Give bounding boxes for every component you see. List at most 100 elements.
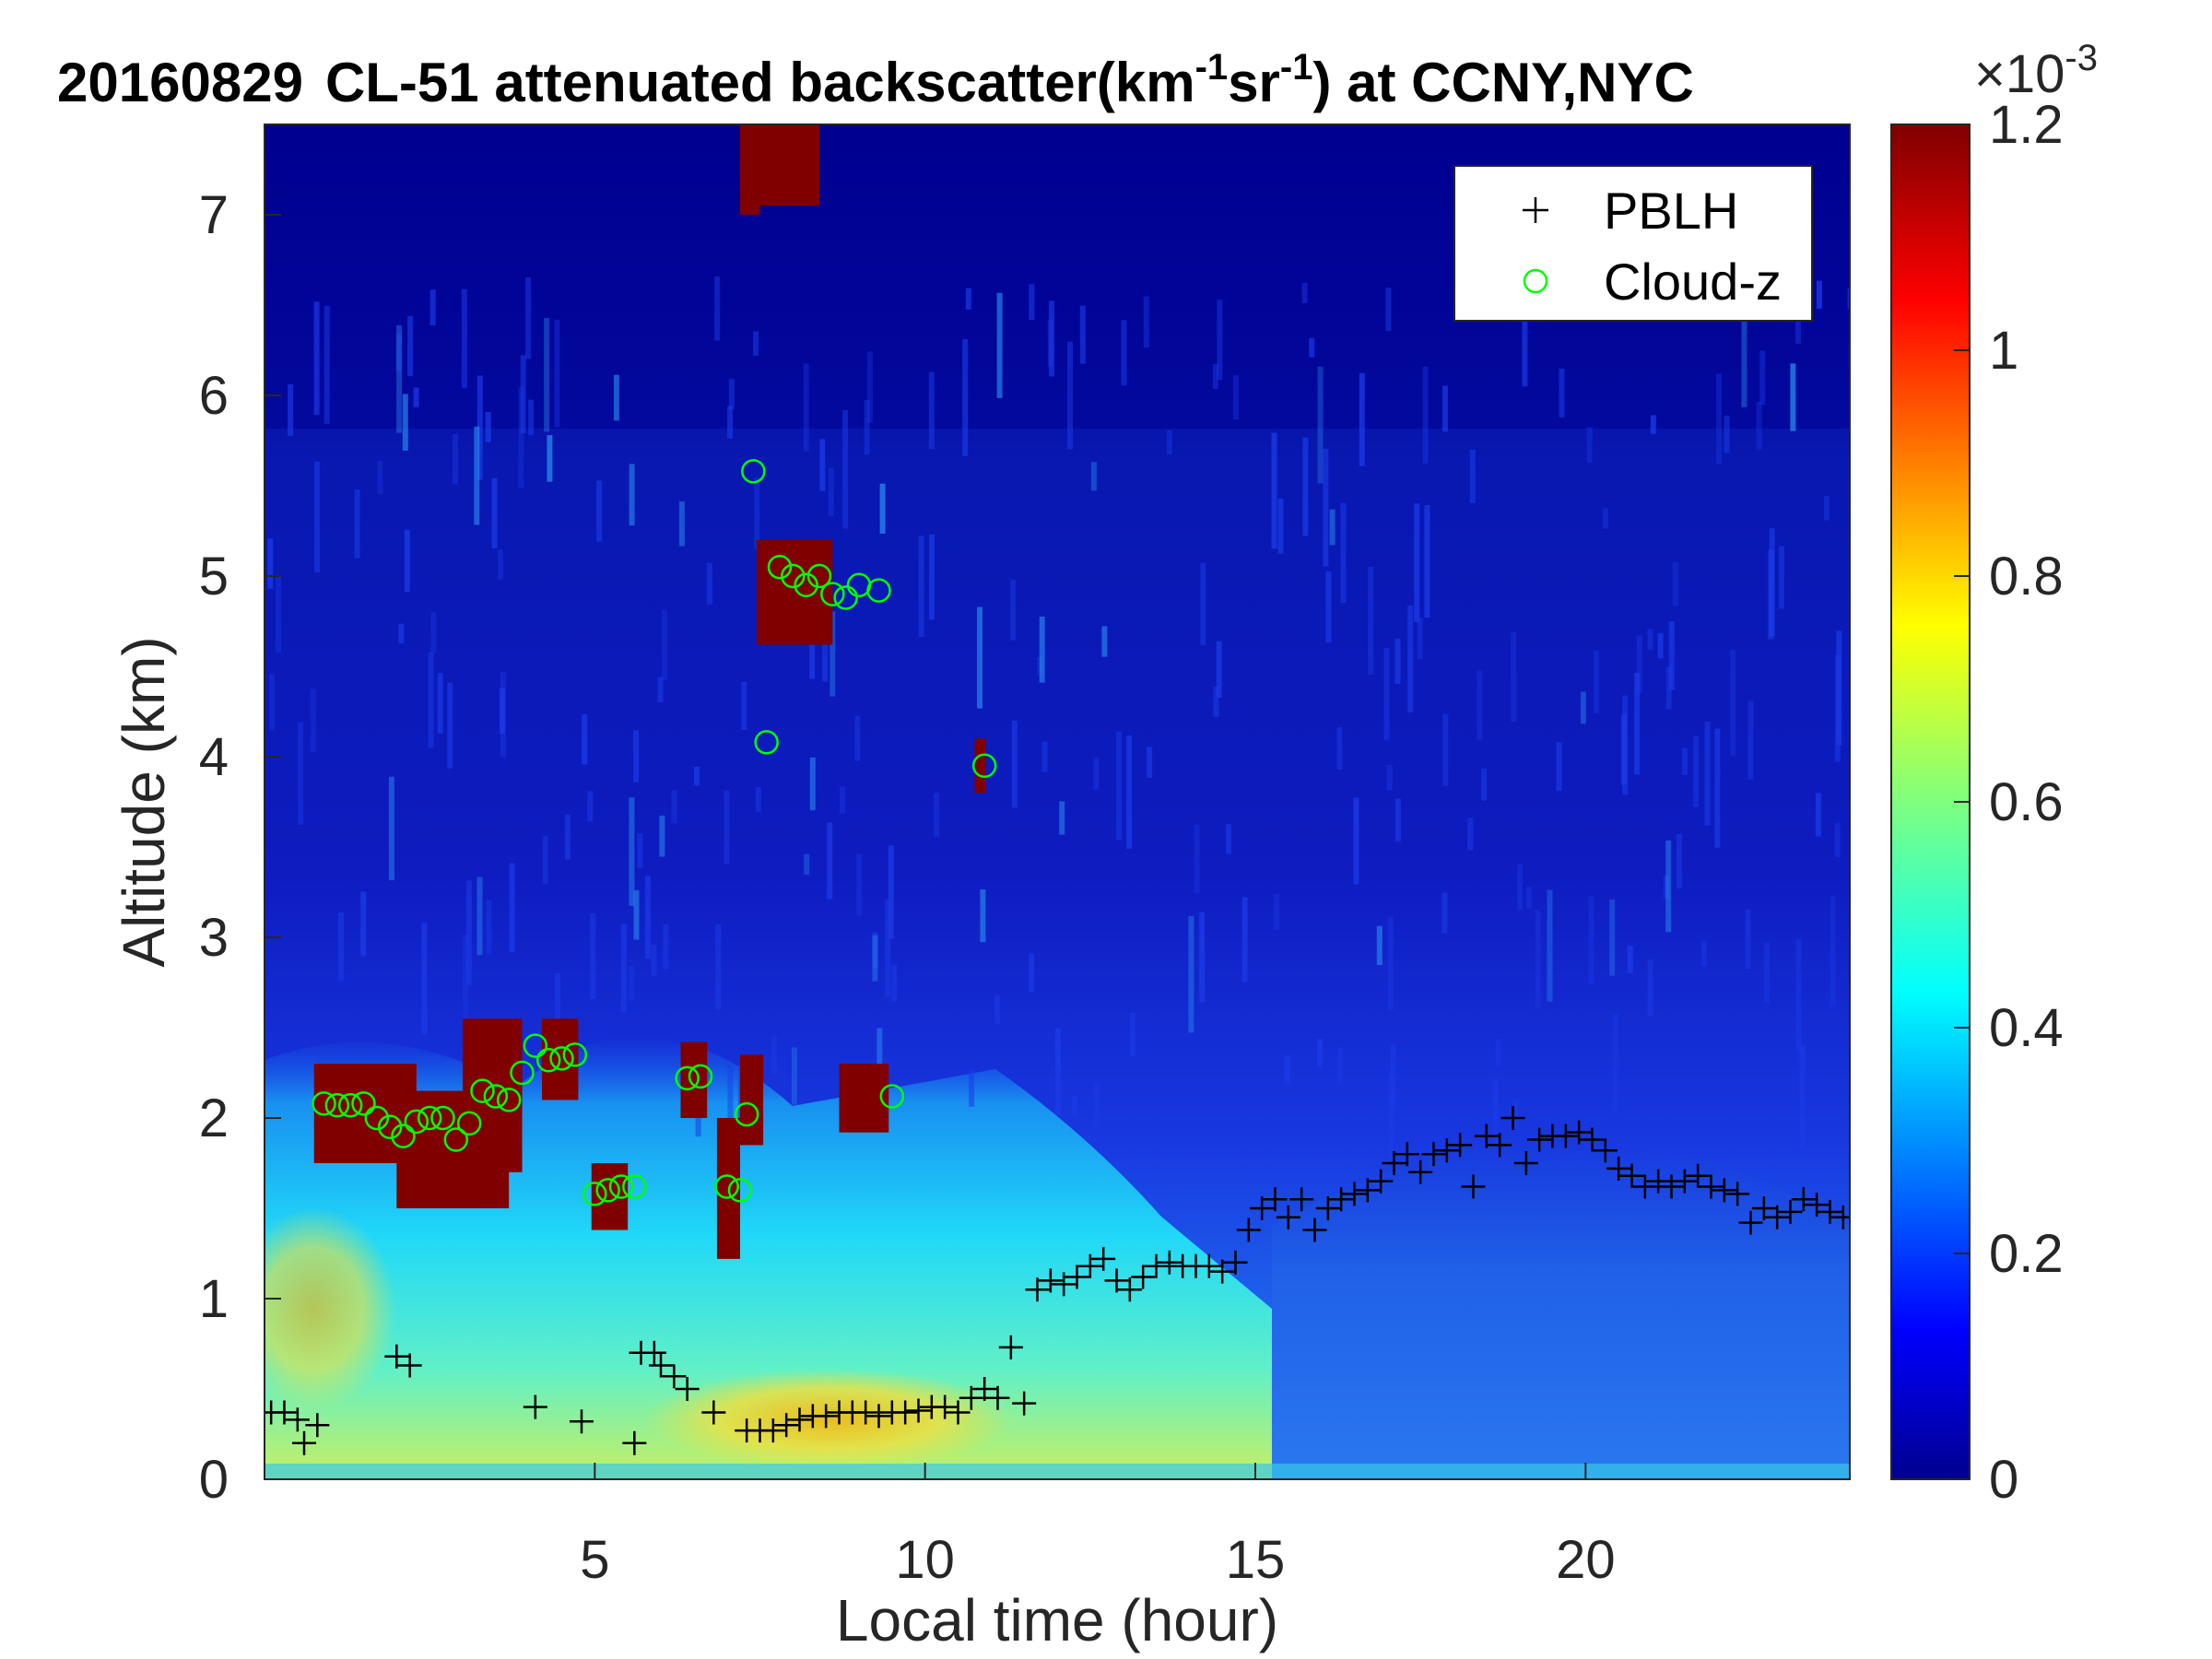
- noise-streak: [754, 477, 760, 549]
- noise-streak: [498, 549, 503, 580]
- noise-streak: [1213, 687, 1219, 717]
- noise-streak: [520, 355, 526, 434]
- plot-frame: [264, 124, 1851, 1480]
- pblh-point: [1302, 1218, 1327, 1242]
- colorbar-ticks: 0 0.2 0.4 0.6 0.8 1 1.2: [1954, 95, 2064, 1510]
- noise-streak: [996, 292, 1003, 398]
- noise-streak: [809, 757, 816, 811]
- noise-streak: [1830, 895, 1836, 1007]
- noise-streak: [753, 331, 759, 356]
- cloud-z-point: [767, 554, 793, 580]
- noise-streak: [637, 833, 643, 869]
- noise-streak: [651, 944, 657, 977]
- cloud-z-point: [754, 730, 779, 755]
- chart-title: 20160829 CL-51 attenuated backscatter(km-…: [57, 47, 1694, 113]
- pblh-point: [662, 1364, 687, 1389]
- colorbar-tick-label: 1.2: [1989, 95, 2064, 155]
- cloud-z-point: [312, 1091, 336, 1116]
- pblh-point: [866, 1404, 891, 1429]
- pblh-point: [1606, 1156, 1631, 1181]
- cloud-z-point: [337, 1093, 363, 1118]
- pblh-point: [1394, 1142, 1419, 1167]
- noise-streak: [872, 935, 878, 982]
- cloud-z-point: [595, 1178, 620, 1203]
- noise-streak: [1693, 735, 1700, 807]
- noise-streak: [1700, 940, 1707, 967]
- noise-streak: [1665, 666, 1672, 710]
- noise-streak: [1232, 375, 1239, 420]
- pblh-point: [1223, 1250, 1248, 1275]
- noise-streak: [827, 822, 833, 900]
- noise-streak: [547, 435, 553, 482]
- noise-streak: [1049, 300, 1054, 377]
- pblh-series: [265, 1106, 1850, 1455]
- pblh-point: [1355, 1178, 1380, 1203]
- pblh-point: [1712, 1178, 1736, 1203]
- evening-aerosol-layer: [1272, 1134, 1850, 1479]
- cloud-z-point: [794, 572, 818, 598]
- pblh-point: [675, 1377, 700, 1401]
- pblh-point: [814, 1404, 839, 1429]
- cloud-z-point: [806, 563, 832, 589]
- pblh-point: [1448, 1133, 1473, 1158]
- pblh-point: [649, 1353, 673, 1378]
- noise-streak: [1442, 385, 1448, 432]
- noise-streak: [842, 409, 849, 529]
- noise-streak: [499, 688, 505, 735]
- noise-streak: [1041, 741, 1048, 772]
- noise-streak: [714, 276, 721, 341]
- pblh-point: [1461, 1174, 1486, 1199]
- cloud-z-point: [417, 1105, 442, 1131]
- pblh-point: [1210, 1259, 1235, 1284]
- noise-streak: [1010, 579, 1017, 641]
- noise-streak: [1029, 953, 1034, 993]
- noise-streak: [693, 766, 700, 786]
- noise-streak: [407, 315, 414, 377]
- cloud-block: [753, 124, 819, 206]
- pblh-point: [1488, 1133, 1512, 1158]
- noise-streak: [1200, 562, 1206, 645]
- pblh-point: [933, 1394, 958, 1419]
- pblh-point: [1580, 1127, 1605, 1152]
- cloud-z-point: [443, 1127, 469, 1152]
- pblh-point: [1382, 1151, 1406, 1175]
- noise-streak: [791, 1047, 797, 1105]
- pblh-point: [523, 1394, 547, 1419]
- colorbar-tick-label: 0.2: [1989, 1224, 2064, 1284]
- noise-streak: [1469, 449, 1476, 503]
- noise-streak: [929, 535, 935, 620]
- pblh-point: [1408, 1159, 1433, 1184]
- colorbar-tick-label: 0: [1989, 1450, 2018, 1510]
- noise-streak: [324, 305, 330, 424]
- pblh-point: [272, 1400, 297, 1425]
- pblh-point: [1250, 1196, 1275, 1220]
- noise-streak: [1147, 747, 1153, 778]
- noise-streak: [828, 467, 834, 516]
- pblh-point: [998, 1335, 1023, 1359]
- y-tick-label: 0: [199, 1450, 229, 1510]
- noise-streak: [629, 965, 635, 1002]
- pblh-point: [1131, 1265, 1156, 1289]
- pblh-point: [1830, 1205, 1850, 1230]
- cloud-z-point: [510, 1060, 535, 1086]
- cloud-z-point: [582, 1182, 607, 1206]
- noise-streak: [715, 924, 722, 1010]
- pblh-point: [1065, 1265, 1089, 1289]
- pblh-point: [1725, 1182, 1750, 1206]
- noise-streak: [453, 434, 458, 485]
- pblh-point: [1104, 1268, 1129, 1293]
- noise-streak: [633, 889, 640, 940]
- noise-streak: [879, 483, 886, 534]
- noise-streak: [1668, 621, 1675, 690]
- noise-streak: [1823, 496, 1830, 521]
- noise-streak: [1317, 366, 1324, 484]
- noise-streak: [1143, 296, 1149, 348]
- noise-streak: [1188, 915, 1194, 1033]
- noise-streak: [1090, 462, 1097, 491]
- noise-streak: [1368, 567, 1374, 675]
- pblh-point: [1513, 1151, 1538, 1175]
- pblh-point: [1765, 1205, 1790, 1230]
- x-tick-label: 15: [1226, 1530, 1286, 1590]
- pblh-point: [641, 1340, 666, 1365]
- noise-streak: [663, 924, 669, 970]
